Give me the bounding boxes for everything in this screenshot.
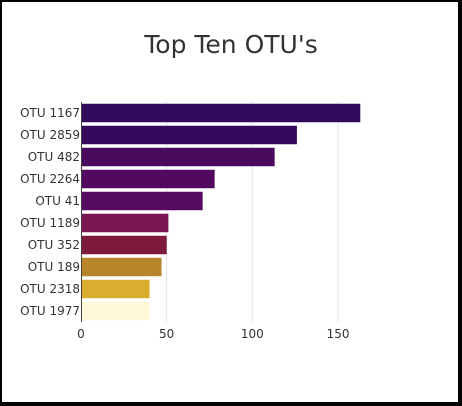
y-tick-label: OTU 2318 [20, 282, 80, 296]
bars [81, 104, 360, 320]
bar[interactable] [81, 148, 275, 166]
y-tick-label: OTU 2264 [20, 172, 80, 186]
y-tick-label: OTU 41 [35, 194, 80, 208]
x-tick-labels: 0 50 100 150 [77, 327, 349, 341]
bar[interactable] [81, 214, 168, 232]
bar[interactable] [81, 170, 215, 188]
bar[interactable] [81, 192, 203, 210]
bar[interactable] [81, 280, 150, 298]
y-tick-label: OTU 352 [28, 238, 80, 252]
bar[interactable] [81, 236, 167, 254]
y-tick-label: OTU 1167 [20, 106, 80, 120]
bar[interactable] [81, 258, 162, 276]
y-tick-label: OTU 482 [28, 150, 80, 164]
x-tick-label: 50 [159, 327, 174, 341]
bar[interactable] [81, 104, 360, 122]
bar[interactable] [81, 126, 297, 144]
x-tick-label: 100 [241, 327, 264, 341]
y-tick-labels: OTU 1167 OTU 2859 OTU 482 OTU 2264 OTU 41 OTU… [20, 106, 80, 318]
x-tick-label: 0 [77, 327, 85, 341]
chart-title: Top Ten OTU's [143, 30, 317, 59]
y-tick-label: OTU 1977 [20, 304, 80, 318]
y-tick-label: OTU 189 [28, 260, 80, 274]
y-tick-label: OTU 1189 [20, 216, 80, 230]
y-tick-label: OTU 2859 [20, 128, 80, 142]
x-tick-label: 150 [327, 327, 350, 341]
bar[interactable] [81, 302, 150, 320]
